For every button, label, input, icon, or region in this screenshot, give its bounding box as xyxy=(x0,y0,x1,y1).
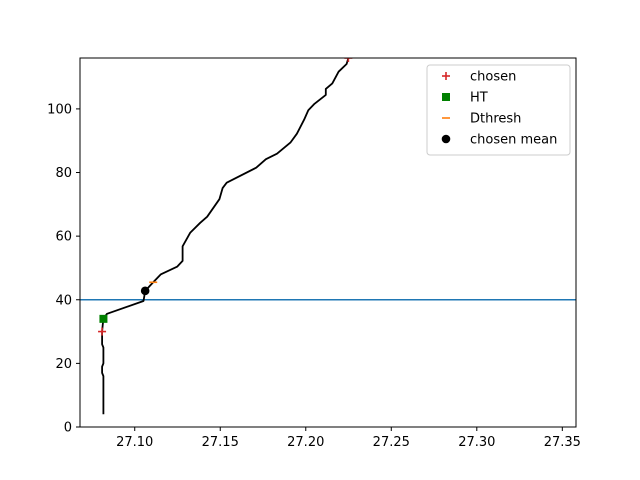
x-tick-label-3: 27.25 xyxy=(373,435,410,450)
x-tick-label-4: 27.30 xyxy=(458,435,495,450)
legend-box xyxy=(426,64,571,156)
x-tick-label-2: 27.20 xyxy=(287,435,324,450)
y-tick-label-4: 80 xyxy=(55,166,72,181)
legend-label-chosen-mean: chosen mean xyxy=(470,133,557,148)
marker-chosen-0 xyxy=(98,327,107,336)
legend-marker-HT xyxy=(442,93,450,101)
legend-label-chosen: chosen xyxy=(470,70,516,85)
legend-label-Dthresh: Dthresh xyxy=(470,112,521,127)
legend-marker-chosen xyxy=(442,72,450,80)
x-tick-label-0: 27.10 xyxy=(116,435,153,450)
y-tick-label-0: 0 xyxy=(64,421,72,436)
data-layer xyxy=(80,58,576,415)
marker-chosen-1 xyxy=(344,58,353,62)
y-axis: 0 20 40 60 80 100 xyxy=(47,102,80,436)
y-tick-label-5: 100 xyxy=(47,102,72,117)
x-axis: 27.10 27.15 27.20 27.25 27.30 27.35 xyxy=(116,427,581,450)
y-tick-label-3: 60 xyxy=(55,230,72,245)
plot-area xyxy=(79,57,577,428)
marker-HT-0 xyxy=(99,314,108,323)
marker-chosen-mean-0 xyxy=(140,286,150,296)
y-tick-label-2: 40 xyxy=(55,293,72,308)
x-tick-label-5: 27.35 xyxy=(544,435,581,450)
y-tick-label-1: 20 xyxy=(55,357,72,372)
legend-marker-chosen-mean xyxy=(441,134,451,144)
x-tick-label-1: 27.15 xyxy=(202,435,239,450)
legend: chosen HT Dthresh chosen mean xyxy=(426,64,571,156)
axes-frame xyxy=(79,57,577,428)
legend-label-HT: HT xyxy=(470,91,488,106)
profile-line xyxy=(101,58,350,415)
